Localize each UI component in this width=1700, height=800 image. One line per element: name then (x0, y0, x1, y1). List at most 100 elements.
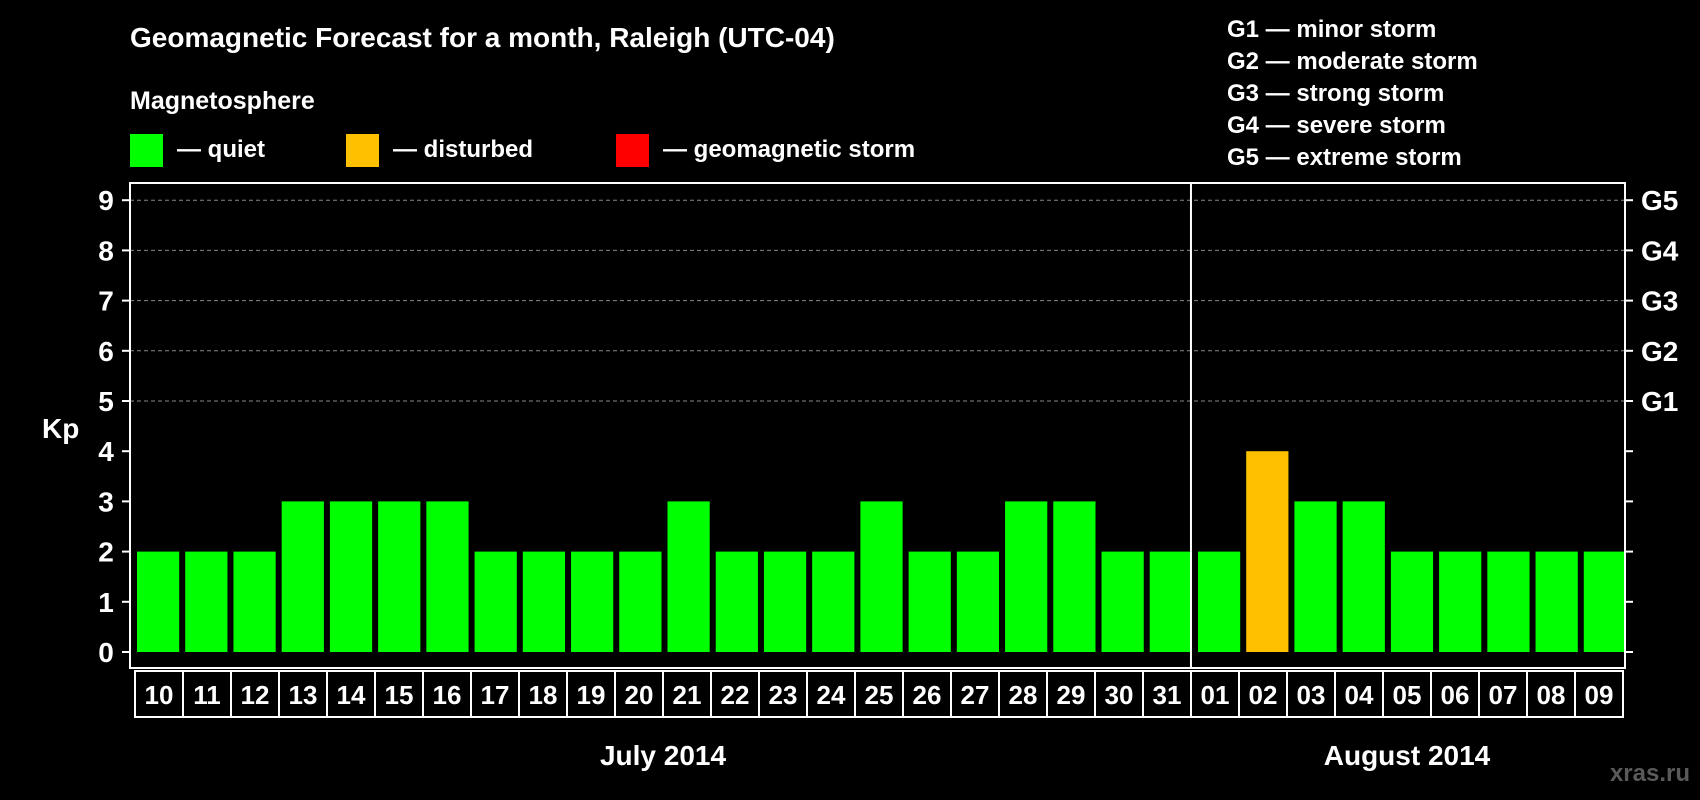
y-tick-label-7: 7 (98, 286, 114, 317)
bar-09 (1583, 551, 1626, 652)
x-tick-label-25: 25 (865, 680, 894, 710)
bar-05 (1390, 551, 1434, 652)
bar-24 (812, 551, 855, 652)
x-tick-label-22: 22 (721, 680, 750, 710)
x-tick-label-09: 09 (1585, 680, 1614, 710)
x-tick-label-24: 24 (817, 680, 846, 710)
y-tick-label-4: 4 (98, 436, 114, 467)
bar-17 (474, 551, 517, 652)
x-tick-label-23: 23 (769, 680, 798, 710)
legend-label-storm: — geomagnetic storm (663, 136, 915, 163)
x-tick-label-20: 20 (625, 680, 654, 710)
plot-frame (129, 182, 1626, 669)
bar-25 (860, 501, 903, 652)
storm-scale-g5: G5 — extreme storm (1227, 144, 1462, 171)
x-tick-label-26: 26 (913, 680, 942, 710)
y-tick-label-1: 1 (98, 587, 114, 618)
x-tick-label-03: 03 (1297, 680, 1326, 710)
bar-02 (1246, 451, 1289, 652)
x-tick-label-04: 04 (1345, 680, 1374, 710)
x-tick-label-29: 29 (1057, 680, 1086, 710)
bar-15 (378, 501, 421, 652)
x-tick-label-10: 10 (145, 680, 174, 710)
y-tick-label-9: 9 (98, 185, 114, 216)
bar-26 (908, 551, 951, 652)
x-tick-label-18: 18 (529, 680, 558, 710)
x-tick-label-02: 02 (1249, 680, 1278, 710)
x-tick-label-17: 17 (481, 680, 510, 710)
x-tick-label-19: 19 (577, 680, 606, 710)
day-labels-frame (134, 670, 1624, 718)
bar-04 (1342, 501, 1385, 652)
bar-19 (571, 551, 614, 652)
right-tick-label-G2: G2 (1641, 336, 1678, 367)
bar-28 (1005, 501, 1048, 652)
chart-subtitle: Magnetosphere (130, 87, 315, 115)
x-tick-label-11: 11 (193, 680, 221, 710)
bar-23 (763, 551, 807, 652)
x-tick-label-15: 15 (385, 680, 414, 710)
right-tick-label-G4: G4 (1641, 235, 1679, 266)
x-tick-label-07: 07 (1489, 680, 1518, 710)
bar-16 (426, 501, 469, 652)
y-tick-label-6: 6 (98, 336, 114, 367)
right-tick-label-G1: G1 (1641, 386, 1678, 417)
storm-scale-g4: G4 — severe storm (1227, 112, 1446, 139)
x-tick-label-31: 31 (1153, 680, 1182, 710)
x-tick-label-08: 08 (1537, 680, 1566, 710)
legend-swatch-quiet (130, 134, 163, 167)
x-tick-label-30: 30 (1105, 680, 1134, 710)
storm-scale-legend: G1 — minor storm G2 — moderate storm G3 … (1227, 16, 1478, 171)
bar-10 (137, 551, 180, 652)
chart-title: Geomagnetic Forecast for a month, Raleig… (130, 22, 835, 53)
bar-29 (1053, 501, 1096, 652)
bar-01 (1197, 551, 1241, 652)
legend-label-quiet: — quiet (177, 136, 265, 163)
x-tick-label-05: 05 (1393, 680, 1422, 710)
bar-12 (233, 551, 276, 652)
x-tick-label-06: 06 (1441, 680, 1470, 710)
bar-13 (281, 501, 324, 652)
bar-18 (522, 551, 566, 652)
bar-08 (1535, 551, 1578, 652)
storm-scale-g2: G2 — moderate storm (1227, 48, 1478, 75)
right-tick-label-G5: G5 (1641, 185, 1678, 216)
x-tick-label-16: 16 (433, 680, 462, 710)
x-tick-label-27: 27 (961, 680, 990, 710)
legend: — quiet — disturbed — geomagnetic storm (130, 134, 915, 167)
y-tick-label-3: 3 (98, 486, 114, 517)
x-tick-label-21: 21 (673, 680, 702, 710)
month-label-0: July 2014 (600, 740, 727, 771)
y-tick-label-8: 8 (98, 235, 114, 266)
storm-scale-g3: G3 — strong storm (1227, 80, 1444, 107)
bar-21 (667, 501, 710, 652)
y-tick-label-2: 2 (98, 537, 114, 568)
bar-11 (185, 551, 228, 652)
bar-22 (715, 551, 758, 652)
y-axis-label: Kp (42, 413, 79, 444)
x-tick-label-28: 28 (1009, 680, 1038, 710)
storm-scale-g1: G1 — minor storm (1227, 16, 1436, 43)
x-tick-label-13: 13 (289, 680, 318, 710)
bar-27 (956, 551, 1000, 652)
month-label-1: August 2014 (1324, 740, 1491, 771)
bar-03 (1294, 501, 1337, 652)
bar-31 (1149, 551, 1192, 652)
bar-06 (1439, 551, 1482, 652)
bar-07 (1487, 551, 1530, 652)
x-tick-label-12: 12 (241, 680, 270, 710)
y-tick-label-0: 0 (98, 637, 114, 668)
legend-swatch-disturbed (346, 134, 379, 167)
bar-30 (1101, 551, 1144, 652)
watermark: xras.ru (1610, 760, 1690, 787)
right-tick-label-G3: G3 (1641, 286, 1678, 317)
x-tick-label-01: 01 (1201, 680, 1230, 710)
legend-label-disturbed: — disturbed (393, 136, 533, 163)
x-tick-label-14: 14 (337, 680, 366, 710)
y-tick-label-5: 5 (98, 386, 114, 417)
bar-14 (329, 501, 373, 652)
legend-swatch-storm (616, 134, 649, 167)
bar-20 (619, 551, 662, 652)
